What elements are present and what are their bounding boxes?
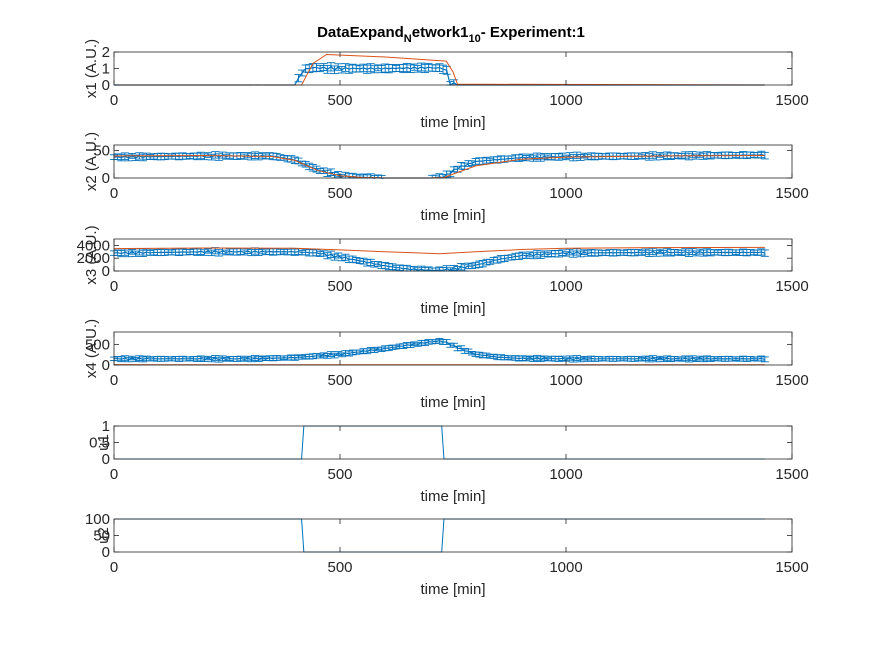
- x-tick-label: 0: [110, 278, 118, 295]
- x-tick-label: 1000: [549, 559, 582, 576]
- figure-title: DataExpandNetwork110- Experiment:1: [317, 24, 585, 45]
- x-tick-label: 0: [110, 372, 118, 389]
- y-tick-label: 0: [102, 357, 110, 374]
- x-tick-label: 1500: [775, 466, 808, 483]
- subplot-2: 0 500 1000 1500 0 50 time [min] x2 (A.U.): [83, 132, 809, 224]
- x-tick-label: 500: [327, 466, 352, 483]
- x-tick-label: 1000: [549, 92, 582, 109]
- y-axis-label: x2 (A.U.): [83, 132, 100, 191]
- y-axis-label: u2: [95, 527, 112, 544]
- x-axis-label: time [min]: [420, 300, 485, 317]
- axes-box: [113, 238, 793, 272]
- y-axis-label: u1: [95, 434, 112, 451]
- y-tick-label: 0: [102, 170, 110, 187]
- x-tick-label: 1500: [775, 278, 808, 295]
- x-tick-label: 0: [110, 466, 118, 483]
- title-sub1: N: [404, 33, 412, 45]
- subplot-4: 0 500 1000 1500 0 500 time [min] x4 (A.U.): [83, 319, 809, 411]
- x-tick-label: 0: [110, 559, 118, 576]
- y-axis-label: x4 (A.U.): [83, 319, 100, 378]
- y-tick-label: 2: [102, 44, 110, 61]
- y-tick-label: 0.5: [89, 435, 110, 452]
- x-tick-label: 1000: [549, 278, 582, 295]
- y-tick-label: 0: [102, 451, 110, 468]
- x-tick-label: 1500: [775, 185, 808, 202]
- x-tick-label: 500: [327, 92, 352, 109]
- axes-box: [113, 144, 793, 179]
- x-axis-label: time [min]: [420, 394, 485, 411]
- x-axis-label: time [min]: [420, 581, 485, 598]
- y-tick-label: 4000: [77, 237, 110, 254]
- x-tick-label: 500: [327, 559, 352, 576]
- title-sub2: 10: [468, 33, 480, 45]
- subplot-5: 0 500 1000 1500 00.51 time [min] u1: [89, 418, 809, 505]
- y-tick-label: 500: [85, 336, 110, 353]
- y-tick-label: 50: [93, 143, 110, 160]
- title-tail: - Experiment:1: [481, 24, 585, 41]
- title-mid: etwork1: [412, 24, 469, 41]
- x-tick-label: 1500: [775, 92, 808, 109]
- y-axis-label: x3 (A.U.): [83, 225, 100, 284]
- model-line-3: [113, 246, 765, 255]
- x-tick-label: 1000: [549, 185, 582, 202]
- x-axis-label: time [min]: [420, 207, 485, 224]
- x-tick-label: 0: [110, 92, 118, 109]
- y-tick-label: 2000: [77, 250, 110, 267]
- x-tick-label: 500: [327, 278, 352, 295]
- data-series-4: [110, 337, 769, 363]
- axes-box: [113, 331, 793, 366]
- subplot-1: 0 500 1000 1500 012 time [min] x1 (A.U.): [83, 39, 809, 131]
- y-tick-label: 1: [102, 61, 110, 78]
- data-series-3: [110, 247, 769, 272]
- title-main: DataExpand: [317, 24, 404, 41]
- x-tick-label: 1000: [549, 466, 582, 483]
- model-line-1: [114, 53, 765, 86]
- y-axis-label: x1 (A.U.): [83, 39, 100, 98]
- x-tick-label: 1500: [775, 559, 808, 576]
- x-tick-label: 500: [327, 185, 352, 202]
- y-tick-label: 100: [85, 511, 110, 528]
- x-tick-label: 0: [110, 185, 118, 202]
- y-tick-label: 0: [102, 544, 110, 561]
- x-axis-label: time [min]: [420, 114, 485, 131]
- x-tick-label: 1000: [549, 372, 582, 389]
- data-line: [113, 153, 766, 179]
- x-axis-label: time [min]: [420, 488, 485, 505]
- y-tick-label: 1: [102, 418, 110, 435]
- y-tick-label: 50: [93, 528, 110, 545]
- y-tick-label: 0: [102, 263, 110, 280]
- x-tick-label: 500: [327, 372, 352, 389]
- data-line: [113, 250, 766, 272]
- data-line: [113, 340, 766, 361]
- x-tick-label: 1500: [775, 372, 808, 389]
- y-tick-label: 0: [102, 77, 110, 94]
